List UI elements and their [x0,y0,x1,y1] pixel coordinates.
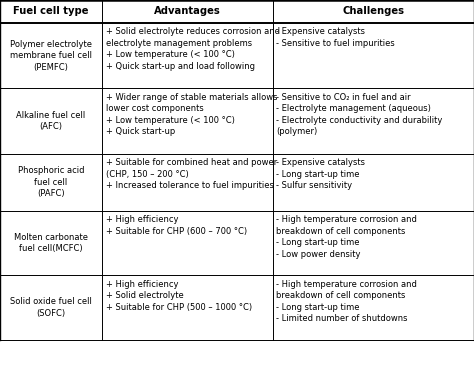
Text: Advantages: Advantages [154,6,220,17]
Text: + Suitable for combined heat and power
(CHP, 150 – 200 °C)
+ Increased tolerance: + Suitable for combined heat and power (… [106,158,277,190]
Text: Fuel cell type: Fuel cell type [13,6,89,17]
Text: - High temperature corrosion and
breakdown of cell components
- Long start-up ti: - High temperature corrosion and breakdo… [276,280,417,323]
Bar [0,23,474,88]
Text: - Sensitive to CO₂ in fuel and air
- Electrolyte management (aqueous)
- Electrol: - Sensitive to CO₂ in fuel and air - Ele… [276,93,443,136]
Bar [0,275,474,340]
Text: Polymer electrolyte
membrane fuel cell
(PEMFC): Polymer electrolyte membrane fuel cell (… [10,40,92,71]
Text: Alkaline fuel cell
(AFC): Alkaline fuel cell (AFC) [16,111,86,131]
Text: + High efficiency
+ Solid electrolyte
+ Suitable for CHP (500 – 1000 °C): + High efficiency + Solid electrolyte + … [106,280,252,312]
Bar [0,88,474,154]
Bar [0,211,474,275]
Text: Phosphoric acid
fuel cell
(PAFC): Phosphoric acid fuel cell (PAFC) [18,166,84,198]
Text: Challenges: Challenges [342,6,404,17]
Text: - Expensive catalysts
- Sensitive to fuel impurities: - Expensive catalysts - Sensitive to fue… [276,27,395,48]
Bar [0,154,474,211]
Text: + High efficiency
+ Suitable for CHP (600 – 700 °C): + High efficiency + Suitable for CHP (60… [106,215,247,236]
Bar [0,0,474,23]
Text: + Wider range of stable materials allows
lower cost components
+ Low temperature: + Wider range of stable materials allows… [106,93,277,136]
Text: Solid oxide fuel cell
(SOFC): Solid oxide fuel cell (SOFC) [10,297,92,318]
Text: Molten carbonate
fuel cell(MCFC): Molten carbonate fuel cell(MCFC) [14,233,88,253]
Text: - High temperature corrosion and
breakdown of cell components
- Long start-up ti: - High temperature corrosion and breakdo… [276,215,417,259]
Text: + Solid electrolyte reduces corrosion and
electrolyte management problems
+ Low : + Solid electrolyte reduces corrosion an… [106,27,280,71]
Text: - Expensive catalysts
- Long start-up time
- Sulfur sensitivity: - Expensive catalysts - Long start-up ti… [276,158,365,190]
